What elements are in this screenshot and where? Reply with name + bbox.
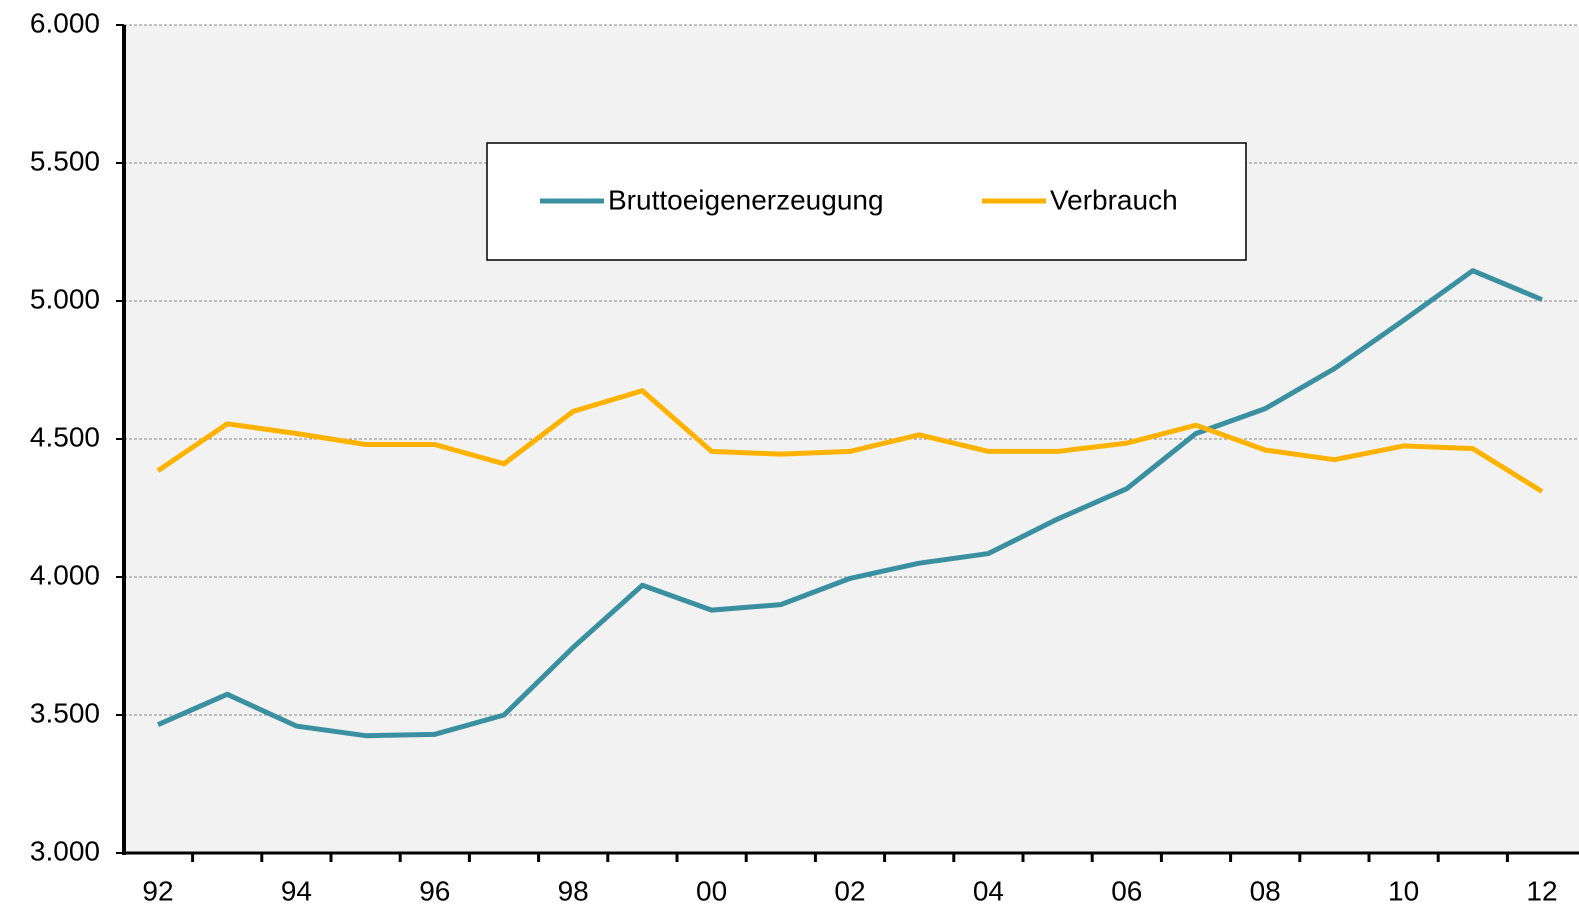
x-tick-label: 92 [142,875,173,906]
x-tick-label: 12 [1526,875,1557,906]
x-tick-label: 96 [419,875,450,906]
x-tick-label: 94 [281,875,312,906]
legend-label: Bruttoeigenerzeugung [608,184,884,215]
y-tick-label: 4.000 [30,559,100,590]
y-tick-label: 4.500 [30,421,100,452]
y-tick-label: 5.000 [30,283,100,314]
y-tick-label: 3.500 [30,697,100,728]
x-tick-label: 06 [1111,875,1142,906]
x-tick-label: 00 [696,875,727,906]
x-tick-label: 08 [1250,875,1281,906]
y-tick-label: 6.000 [30,7,100,38]
series-line [156,268,1543,739]
legend-label: Verbrauch [1050,184,1178,215]
x-tick-label: 98 [558,875,589,906]
series-line [156,388,1544,494]
legend: Bruttoeigenerzeugung Verbrauch [486,142,1247,261]
y-tick-label: 3.000 [30,835,100,866]
y-tick-label: 5.500 [30,145,100,176]
x-tick-label: 02 [834,875,865,906]
legend-box [486,142,1247,261]
x-tick-label: 04 [973,875,1004,906]
x-tick-label: 10 [1388,875,1419,906]
lines [156,268,1544,739]
